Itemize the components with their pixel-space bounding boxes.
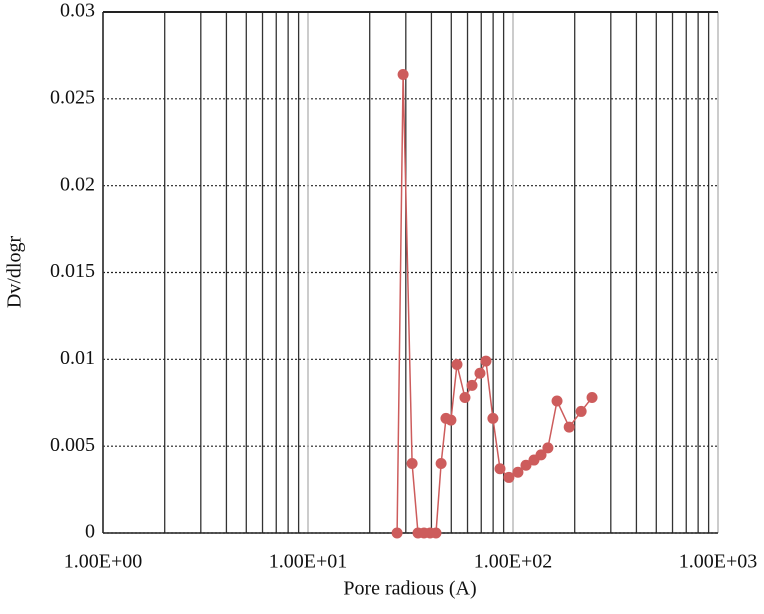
y-tick-label: 0.015 bbox=[50, 260, 95, 282]
data-point bbox=[466, 379, 478, 391]
data-point bbox=[586, 392, 598, 404]
data-point bbox=[563, 421, 575, 433]
data-point bbox=[459, 392, 471, 404]
data-line bbox=[396, 74, 593, 534]
data-point bbox=[445, 414, 457, 426]
data-point bbox=[512, 466, 524, 478]
data-point bbox=[435, 458, 447, 470]
data-point bbox=[551, 395, 563, 407]
y-tick-label: 0 bbox=[85, 521, 95, 543]
y-tick-label: 0.03 bbox=[60, 0, 95, 22]
data-point bbox=[575, 405, 587, 417]
x-tick-label: 1.00E+03 bbox=[679, 551, 758, 573]
y-axis-label: Dv/dlogr bbox=[4, 236, 26, 309]
data-point bbox=[535, 449, 547, 461]
data-point bbox=[391, 527, 403, 539]
data-point bbox=[406, 458, 418, 470]
y-tick-label: 0.005 bbox=[50, 434, 95, 456]
data-point bbox=[480, 355, 492, 367]
data-point bbox=[542, 442, 554, 454]
y-tick-label: 0.025 bbox=[50, 86, 95, 108]
data-point bbox=[397, 69, 409, 81]
data-point bbox=[474, 367, 486, 379]
data-point bbox=[503, 471, 515, 483]
y-tick-label: 0.02 bbox=[60, 173, 95, 195]
x-axis-label: Pore radious (A) bbox=[343, 578, 476, 600]
data-point bbox=[451, 359, 463, 371]
data-point bbox=[487, 412, 499, 424]
x-tick-label: 1.00E+00 bbox=[64, 551, 143, 573]
x-tick-label: 1.00E+02 bbox=[474, 551, 553, 573]
data-point bbox=[494, 463, 506, 475]
data-point bbox=[430, 527, 442, 539]
x-tick-label: 1.00E+01 bbox=[269, 551, 348, 573]
y-tick-label: 0.01 bbox=[60, 347, 95, 369]
data-point bbox=[520, 459, 532, 471]
